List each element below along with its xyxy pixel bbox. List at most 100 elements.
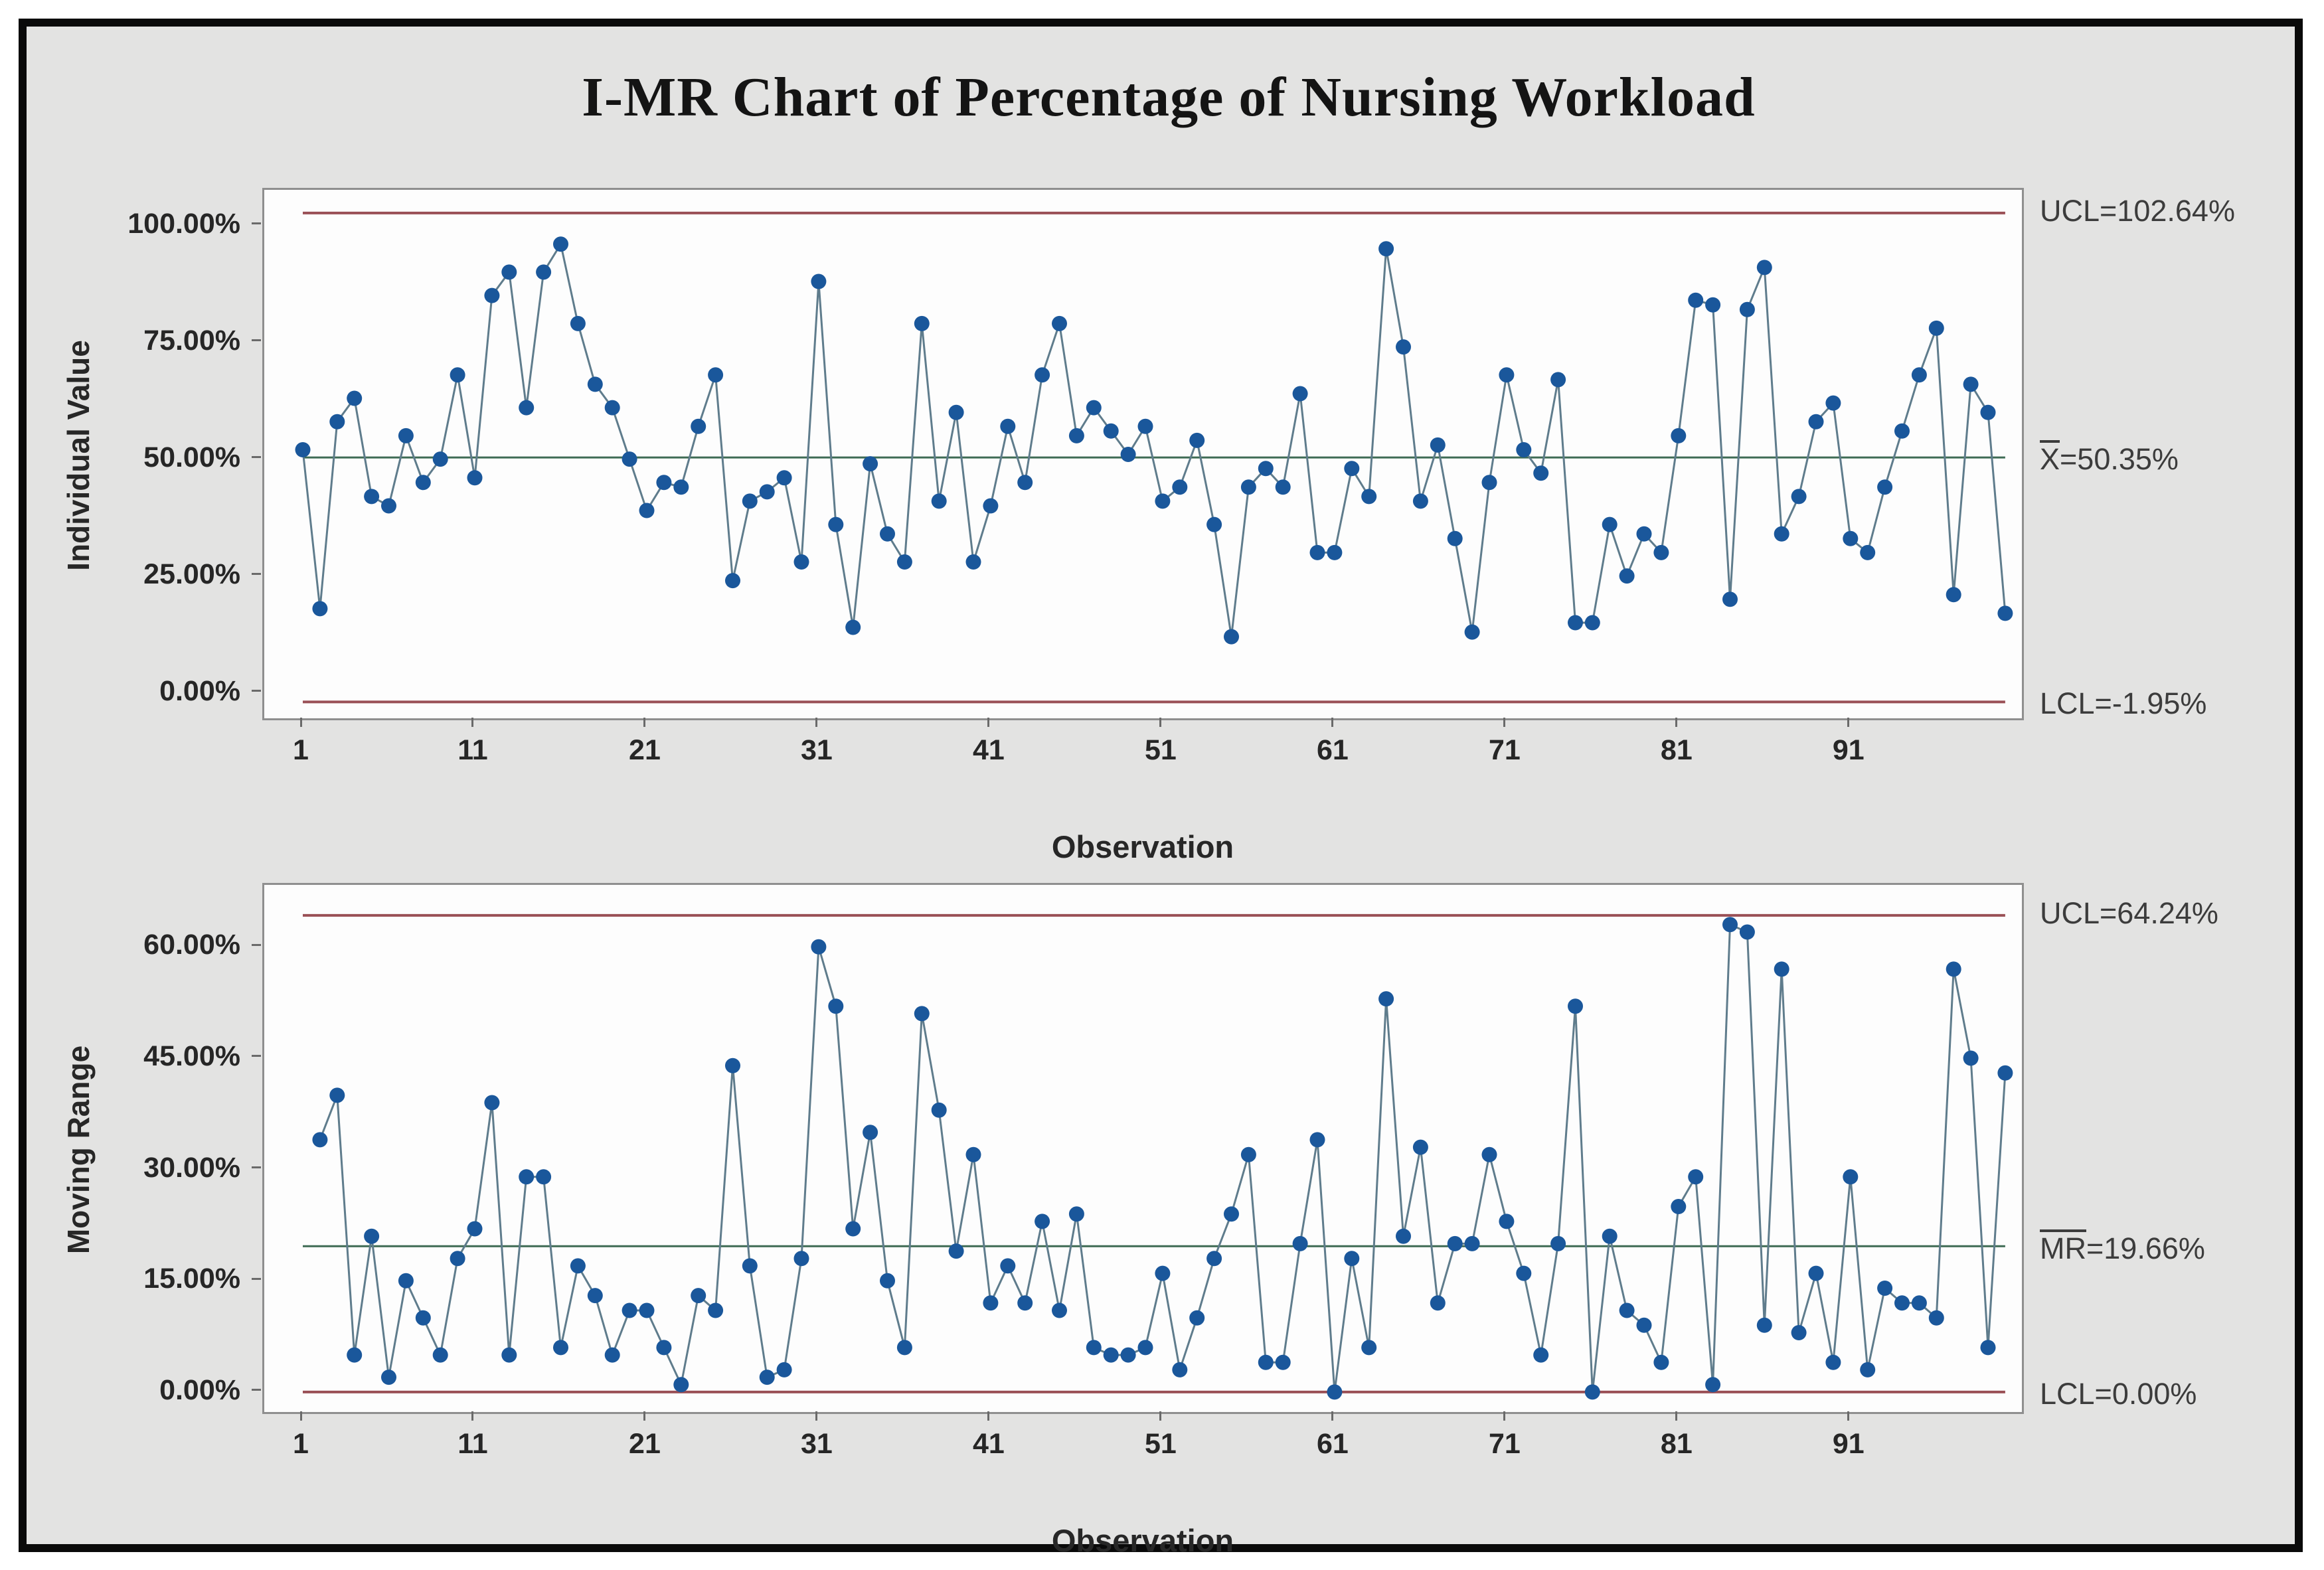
individuals-data-point	[432, 451, 448, 467]
moving_range-data-point	[1911, 1295, 1927, 1311]
x-tick-label: 41	[972, 1428, 1005, 1460]
moving_range-data-point	[1825, 1354, 1841, 1370]
moving_range-data-point	[1447, 1235, 1463, 1251]
moving_range-data-point	[1137, 1340, 1153, 1356]
moving_range-data-point	[1086, 1340, 1102, 1356]
moving_range-data-point	[1412, 1139, 1428, 1155]
x-tick-label: 21	[629, 734, 661, 766]
moving_range-data-point	[1671, 1199, 1687, 1214]
individuals-data-point	[1224, 629, 1239, 645]
y-tick-label: 30.00%	[143, 1151, 240, 1184]
moving_range-data-point	[1052, 1302, 1067, 1318]
individuals-data-point	[776, 470, 792, 486]
y-tick-mark	[252, 456, 261, 459]
moving_range-data-point	[1877, 1281, 1893, 1296]
moving_range-data-point	[329, 1087, 345, 1103]
individuals-data-point	[1068, 428, 1084, 443]
individuals-data-point	[312, 601, 328, 617]
individuals-data-point	[1602, 516, 1618, 532]
individuals-data-point	[725, 573, 740, 589]
xbar-symbol: X	[2040, 440, 2060, 475]
x-tick-label: 41	[972, 734, 1005, 766]
moving_range-data-point	[793, 1251, 809, 1267]
individuals-data-point	[1430, 437, 1446, 453]
moving_range-data-point	[553, 1340, 568, 1356]
individuals-data-point	[1619, 568, 1635, 584]
individuals-data-point	[1499, 367, 1515, 383]
x-tick-label: 51	[1144, 734, 1177, 766]
moving_range-data-point	[1481, 1146, 1497, 1162]
individuals-data-point	[1688, 292, 1704, 308]
individuals-data-point	[519, 400, 535, 416]
moving_range-data-point	[1516, 1265, 1532, 1281]
individuals-data-point	[1808, 414, 1824, 430]
moving_range-data-point	[1361, 1340, 1377, 1356]
x-tick-mark	[299, 1411, 302, 1421]
moving_range-data-point	[1688, 1169, 1704, 1185]
x-tick-mark	[1675, 1411, 1678, 1421]
moving_range-data-point	[828, 998, 844, 1014]
y-tick-mark	[252, 690, 261, 692]
moving_range-data-point	[1946, 961, 1961, 977]
moving_range-data-point	[1309, 1132, 1325, 1148]
moving_range-data-point	[587, 1288, 603, 1304]
moving_range-data-point	[880, 1273, 895, 1289]
moving_range-data-point	[639, 1302, 655, 1318]
moving_range-data-point	[1103, 1347, 1119, 1363]
individuals-data-point	[1189, 432, 1205, 448]
individuals-data-point	[1086, 400, 1102, 416]
moving_range-data-point	[1894, 1295, 1910, 1311]
individuals-data-point	[845, 619, 861, 635]
individuals-data-point	[1997, 605, 2013, 621]
individuals-data-point	[450, 367, 465, 383]
individuals-data-point	[880, 526, 895, 542]
x-tick-mark	[1503, 718, 1506, 727]
moving_range-data-point	[1705, 1377, 1721, 1393]
individuals-lcl-label: LCL=-1.95%	[2040, 686, 2207, 720]
x-tick-label: 71	[1488, 734, 1521, 766]
x-tick-label: 1	[293, 734, 309, 766]
moving_range-data-point	[1189, 1310, 1205, 1326]
individuals-data-point	[1000, 418, 1016, 434]
moving_range-data-point	[1619, 1302, 1635, 1318]
moving_range-data-point	[1344, 1251, 1360, 1267]
individuals-data-point	[1843, 530, 1859, 546]
individuals-data-point	[1258, 461, 1274, 477]
moving_range-data-point	[1172, 1362, 1188, 1377]
moving-range-center-label: MR=19.66%	[2040, 1229, 2205, 1266]
moving_range-data-point	[1206, 1251, 1222, 1267]
individuals-data-point	[1774, 526, 1789, 542]
x-tick-label: 91	[1832, 734, 1865, 766]
x-tick-mark	[1159, 1411, 1162, 1421]
individuals-data-point	[1705, 297, 1721, 313]
moving_range-data-point	[759, 1370, 775, 1385]
x-tick-label: 11	[457, 1428, 488, 1460]
individuals-data-point	[1292, 386, 1308, 402]
individuals-data-point	[1963, 376, 1979, 392]
moving_range-data-point	[1928, 1310, 1944, 1326]
moving_range-data-point	[570, 1258, 586, 1274]
moving_range-data-point	[1963, 1050, 1979, 1066]
y-tick-mark	[252, 1055, 261, 1058]
y-tick-mark	[252, 1277, 261, 1280]
individuals-data-point	[1396, 339, 1411, 355]
moving_range-data-point	[691, 1288, 706, 1304]
moving_range-data-point	[708, 1302, 724, 1318]
individuals-data-point	[931, 493, 947, 509]
x-tick-mark	[987, 718, 990, 727]
individuals-data-point	[948, 404, 964, 420]
individuals-data-point	[622, 451, 637, 467]
x-tick-mark	[1159, 718, 1162, 727]
moving_range-data-point	[948, 1243, 964, 1259]
y-tick-label: 50.00%	[143, 441, 240, 473]
chart-title: I-MR Chart of Percentage of Nursing Work…	[582, 66, 1756, 128]
y-tick-label: 100.00%	[127, 207, 240, 240]
individuals-data-point	[501, 264, 517, 280]
x-tick-label: 81	[1660, 734, 1693, 766]
individuals-data-point	[1894, 423, 1910, 439]
x-tick-mark	[1847, 718, 1850, 727]
moving-range-x-axis-title: Observation	[1051, 1523, 1234, 1558]
moving_range-data-point	[742, 1258, 758, 1274]
individuals-data-point	[742, 493, 758, 509]
moving_range-data-point	[398, 1273, 414, 1289]
